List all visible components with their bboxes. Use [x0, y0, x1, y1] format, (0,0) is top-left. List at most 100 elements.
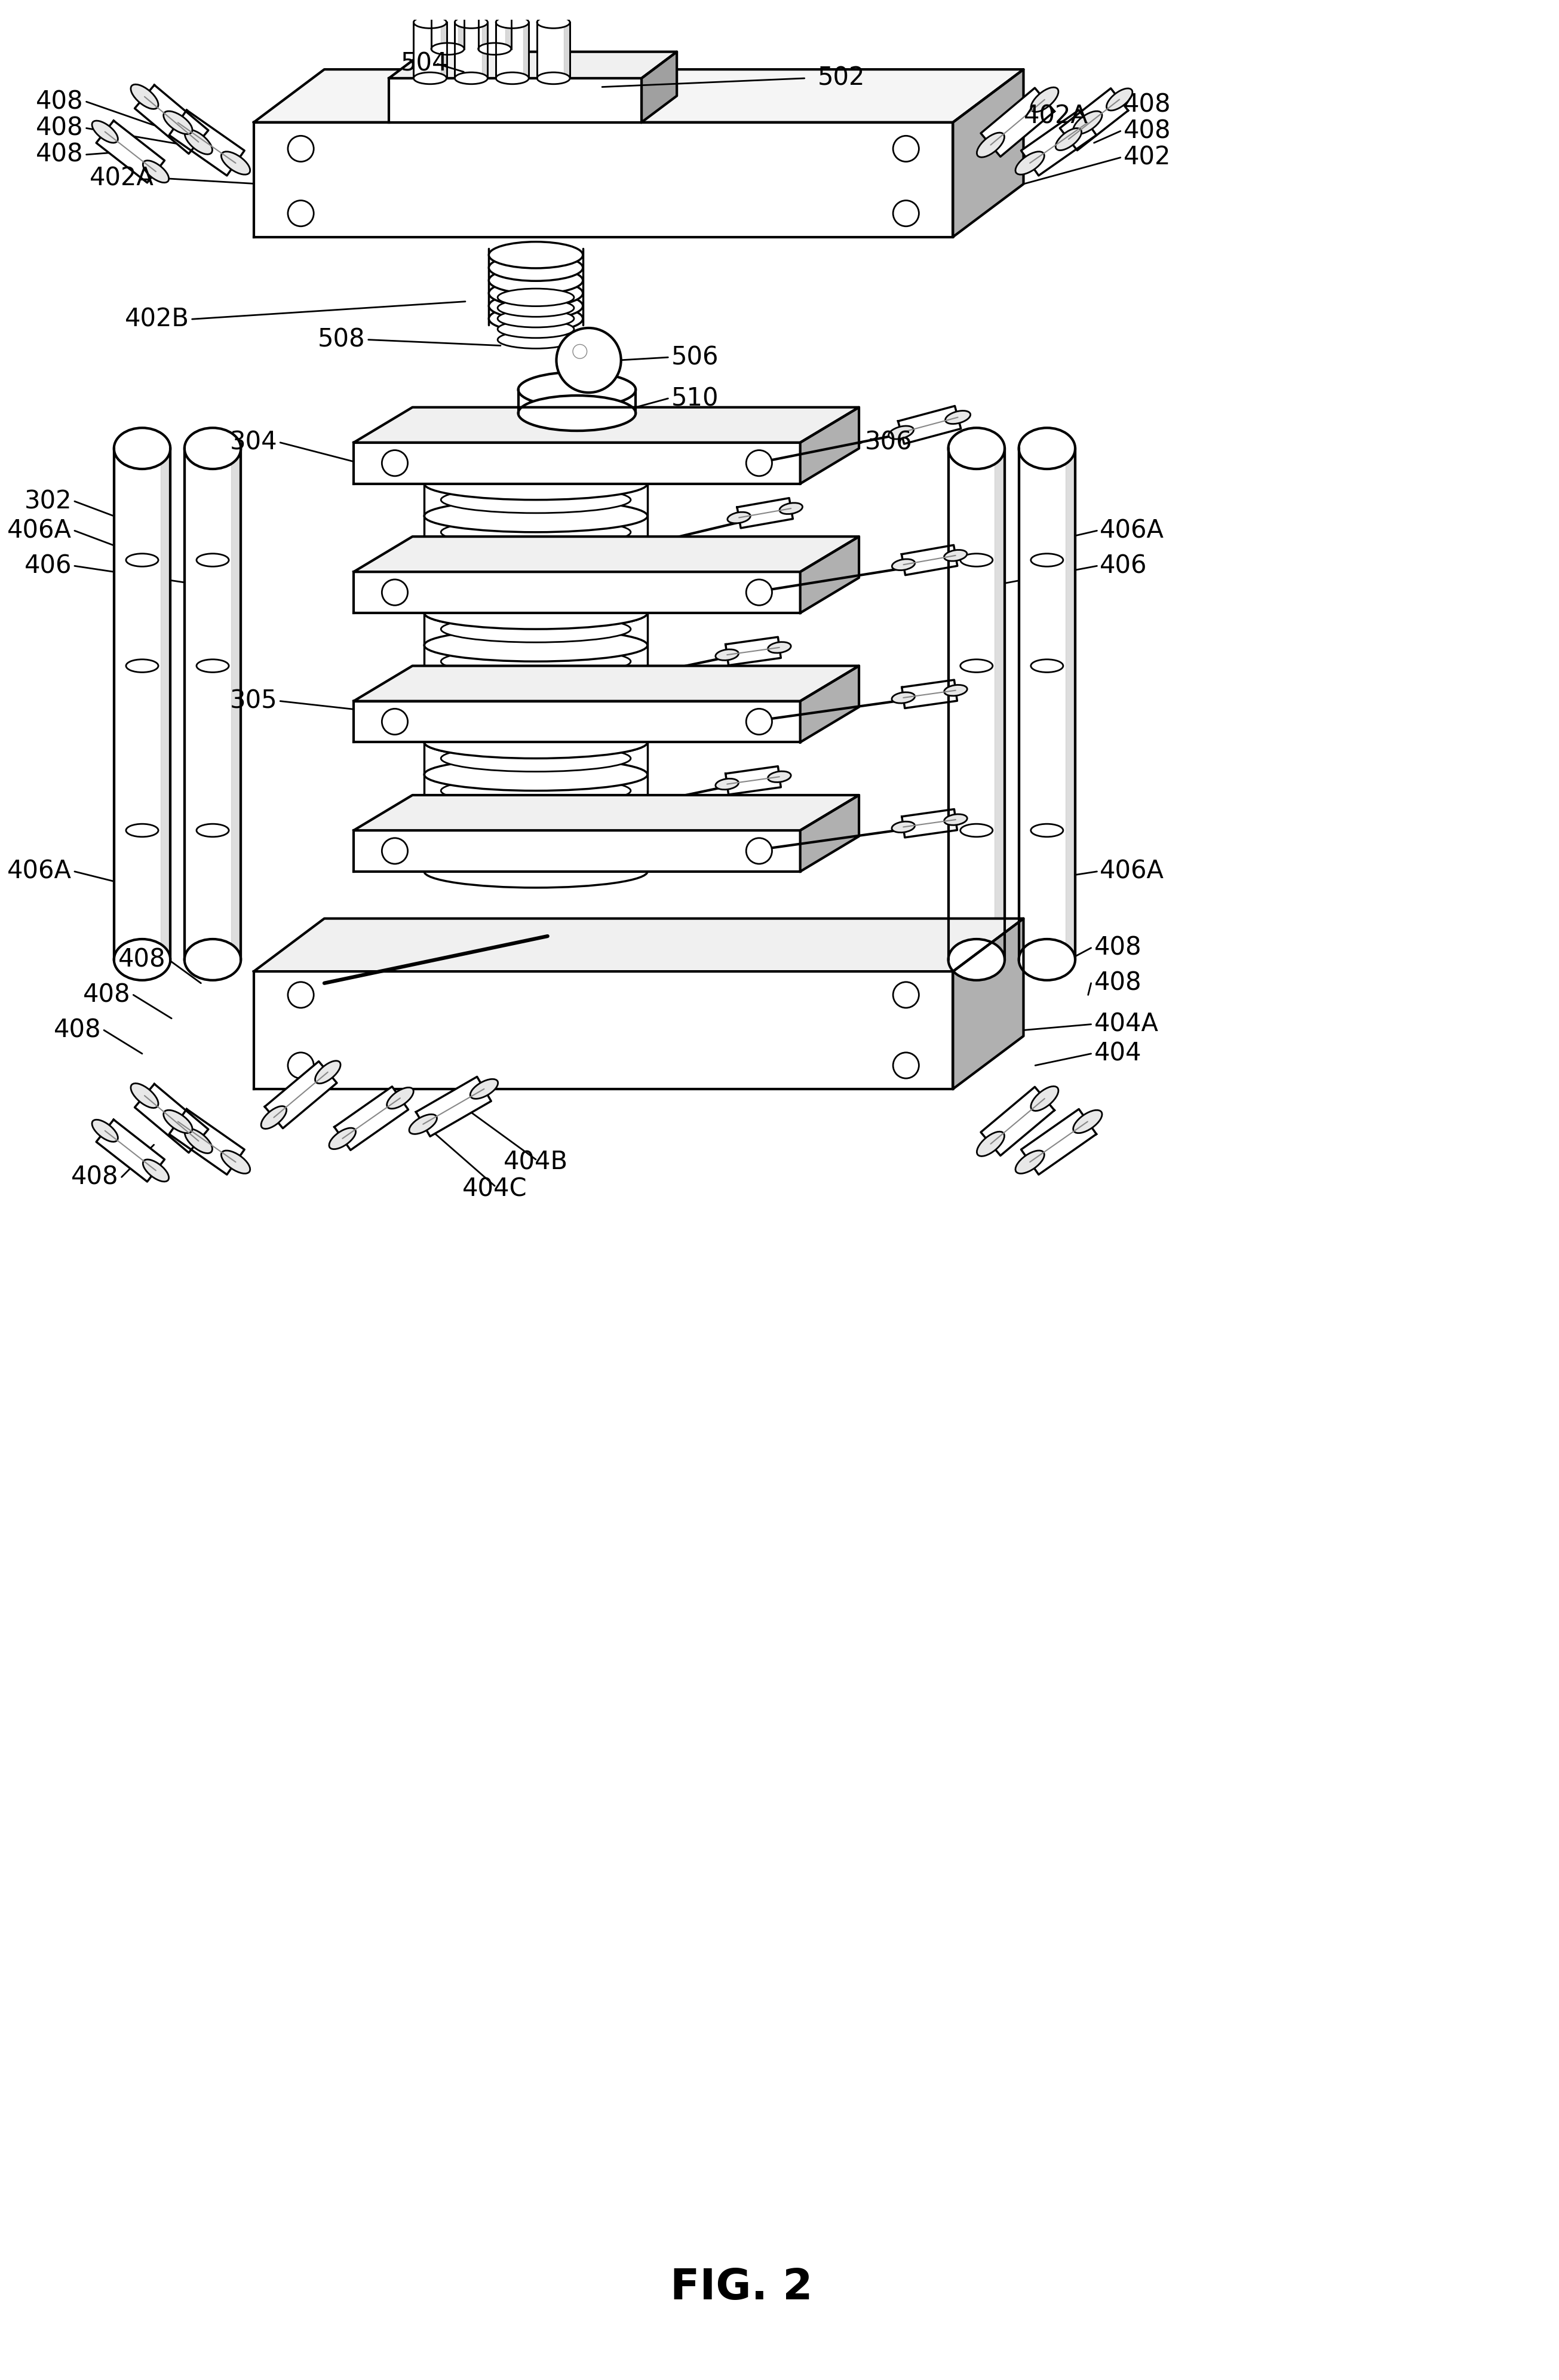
Text: 408: 408	[1094, 935, 1141, 962]
Polygon shape	[168, 109, 245, 176]
Polygon shape	[254, 121, 953, 238]
Ellipse shape	[131, 1083, 159, 1109]
Circle shape	[893, 1052, 918, 1078]
Ellipse shape	[184, 428, 242, 469]
Ellipse shape	[164, 112, 192, 133]
Polygon shape	[354, 831, 800, 871]
Polygon shape	[479, 0, 511, 50]
Polygon shape	[725, 766, 781, 795]
Polygon shape	[184, 447, 242, 959]
Polygon shape	[441, 21, 446, 79]
Ellipse shape	[490, 255, 583, 281]
Polygon shape	[354, 407, 859, 443]
Ellipse shape	[518, 395, 636, 431]
Ellipse shape	[424, 693, 647, 726]
Polygon shape	[995, 447, 1004, 959]
Polygon shape	[1021, 1109, 1096, 1176]
Ellipse shape	[408, 1114, 437, 1133]
Text: 306: 306	[865, 431, 912, 455]
Ellipse shape	[1030, 88, 1059, 112]
Ellipse shape	[424, 854, 647, 888]
Text: 504: 504	[401, 50, 447, 76]
Polygon shape	[134, 86, 209, 155]
Ellipse shape	[490, 267, 583, 293]
Ellipse shape	[769, 771, 790, 783]
Circle shape	[288, 200, 313, 226]
Polygon shape	[432, 0, 465, 50]
Ellipse shape	[424, 597, 647, 628]
Ellipse shape	[892, 559, 915, 571]
Polygon shape	[496, 21, 529, 79]
Ellipse shape	[441, 809, 631, 835]
Polygon shape	[354, 795, 859, 831]
Polygon shape	[482, 21, 488, 79]
Polygon shape	[953, 69, 1024, 238]
Ellipse shape	[424, 726, 647, 759]
Ellipse shape	[536, 71, 571, 83]
Ellipse shape	[131, 83, 159, 109]
Ellipse shape	[424, 466, 647, 500]
Polygon shape	[737, 497, 794, 528]
Circle shape	[747, 838, 772, 864]
Circle shape	[382, 709, 408, 735]
Text: 305: 305	[229, 688, 278, 714]
Polygon shape	[800, 795, 859, 871]
Ellipse shape	[424, 533, 647, 564]
Text: 402B: 402B	[125, 307, 189, 331]
Polygon shape	[388, 79, 642, 121]
Text: 406A: 406A	[1101, 859, 1165, 883]
Ellipse shape	[490, 243, 583, 269]
Circle shape	[893, 200, 918, 226]
Ellipse shape	[455, 17, 488, 29]
Polygon shape	[800, 666, 859, 743]
Ellipse shape	[424, 597, 647, 628]
Text: 408: 408	[36, 88, 83, 114]
Ellipse shape	[780, 502, 803, 514]
Ellipse shape	[441, 843, 631, 869]
Polygon shape	[354, 536, 859, 571]
Ellipse shape	[471, 1078, 497, 1100]
Text: 408: 408	[1124, 93, 1171, 117]
Ellipse shape	[536, 17, 571, 29]
Ellipse shape	[441, 681, 631, 707]
Ellipse shape	[441, 519, 631, 545]
Text: 506: 506	[670, 345, 719, 369]
Ellipse shape	[164, 1109, 192, 1133]
Ellipse shape	[196, 555, 229, 566]
Text: 510: 510	[670, 386, 719, 412]
Ellipse shape	[413, 17, 446, 29]
Circle shape	[893, 136, 918, 162]
Polygon shape	[1060, 88, 1129, 150]
Polygon shape	[354, 571, 800, 614]
Text: 406: 406	[1101, 555, 1147, 578]
Text: 502: 502	[817, 67, 865, 90]
Text: 304: 304	[229, 431, 278, 455]
Ellipse shape	[424, 823, 647, 854]
Text: 404C: 404C	[463, 1176, 527, 1202]
Ellipse shape	[413, 71, 446, 83]
Ellipse shape	[441, 486, 631, 514]
Circle shape	[572, 345, 586, 359]
Polygon shape	[1065, 447, 1076, 959]
Ellipse shape	[92, 121, 118, 143]
Ellipse shape	[441, 714, 631, 740]
Polygon shape	[354, 702, 800, 743]
Polygon shape	[901, 545, 957, 576]
Polygon shape	[354, 666, 859, 702]
Circle shape	[288, 136, 313, 162]
Polygon shape	[254, 69, 1024, 121]
Polygon shape	[901, 681, 957, 709]
Text: 408: 408	[118, 947, 165, 971]
Text: 302: 302	[25, 488, 72, 514]
Polygon shape	[948, 447, 1004, 959]
Polygon shape	[265, 1061, 337, 1128]
Ellipse shape	[497, 288, 574, 307]
Ellipse shape	[889, 426, 914, 438]
Text: 404A: 404A	[1094, 1012, 1158, 1038]
Ellipse shape	[126, 659, 159, 671]
Ellipse shape	[948, 428, 1004, 469]
Ellipse shape	[945, 814, 967, 826]
Polygon shape	[254, 971, 953, 1090]
Text: 402: 402	[1124, 145, 1171, 169]
Text: 408: 408	[72, 1164, 118, 1190]
